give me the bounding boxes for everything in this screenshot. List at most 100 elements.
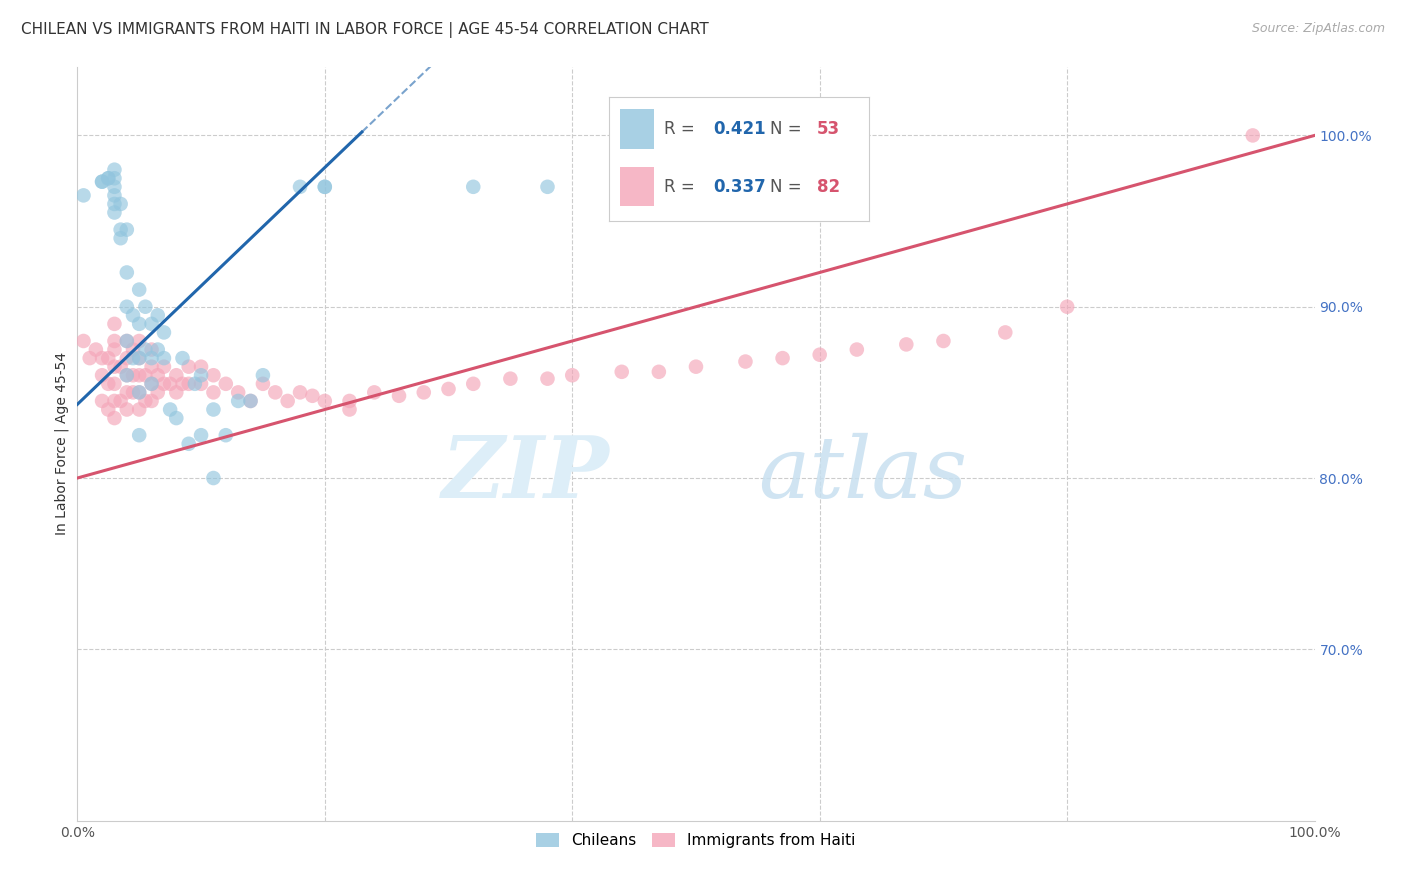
- Point: [84, 343, 107, 357]
- Point: [239, 393, 262, 408]
- Point: [115, 265, 138, 279]
- Point: [264, 385, 287, 400]
- Point: [190, 359, 212, 374]
- Point: [103, 317, 125, 331]
- Point: [339, 393, 361, 408]
- Point: [141, 393, 163, 408]
- Point: [141, 359, 163, 374]
- Point: [226, 385, 249, 400]
- Point: [165, 385, 187, 400]
- Point: [115, 351, 138, 365]
- Point: [141, 351, 163, 365]
- Point: [103, 411, 125, 425]
- Point: [97, 171, 120, 186]
- Point: [288, 385, 311, 400]
- Point: [122, 385, 145, 400]
- Point: [103, 376, 125, 391]
- Point: [146, 308, 169, 322]
- Point: [288, 179, 311, 194]
- Point: [339, 402, 361, 417]
- Text: Source: ZipAtlas.com: Source: ZipAtlas.com: [1251, 22, 1385, 36]
- Point: [110, 393, 132, 408]
- Point: [896, 337, 918, 351]
- Point: [103, 197, 125, 211]
- Point: [122, 351, 145, 365]
- Point: [648, 365, 671, 379]
- Point: [110, 231, 132, 245]
- Point: [128, 351, 150, 365]
- Point: [153, 326, 176, 340]
- Text: atlas: atlas: [758, 433, 967, 516]
- Point: [103, 171, 125, 186]
- Point: [159, 376, 181, 391]
- Point: [115, 222, 138, 236]
- Point: [153, 376, 176, 391]
- Point: [97, 171, 120, 186]
- Point: [91, 393, 114, 408]
- Point: [72, 188, 94, 202]
- Point: [685, 359, 707, 374]
- Point: [141, 376, 163, 391]
- Point: [103, 343, 125, 357]
- Point: [115, 334, 138, 348]
- Point: [239, 393, 262, 408]
- Point: [314, 393, 336, 408]
- Point: [172, 376, 194, 391]
- Point: [115, 368, 138, 383]
- Point: [141, 317, 163, 331]
- Point: [103, 179, 125, 194]
- Point: [110, 222, 132, 236]
- Point: [97, 351, 120, 365]
- Point: [97, 376, 120, 391]
- Point: [1056, 300, 1078, 314]
- Point: [91, 175, 114, 189]
- Point: [128, 317, 150, 331]
- Point: [153, 359, 176, 374]
- Point: [128, 402, 150, 417]
- Point: [91, 351, 114, 365]
- Point: [110, 197, 132, 211]
- Point: [437, 382, 460, 396]
- Point: [932, 334, 955, 348]
- Point: [153, 351, 176, 365]
- Point: [115, 334, 138, 348]
- Point: [172, 351, 194, 365]
- Legend: Chileans, Immigrants from Haiti: Chileans, Immigrants from Haiti: [530, 827, 862, 855]
- Point: [190, 376, 212, 391]
- Point: [141, 376, 163, 391]
- Point: [314, 179, 336, 194]
- Point: [110, 359, 132, 374]
- Text: ZIP: ZIP: [441, 432, 609, 516]
- Point: [202, 385, 225, 400]
- Point: [412, 385, 434, 400]
- Point: [128, 368, 150, 383]
- Point: [184, 376, 207, 391]
- Point: [808, 348, 831, 362]
- Point: [122, 308, 145, 322]
- Point: [561, 368, 583, 383]
- Point: [536, 179, 558, 194]
- Point: [103, 205, 125, 219]
- Point: [994, 326, 1017, 340]
- Point: [277, 393, 299, 408]
- Point: [146, 343, 169, 357]
- Point: [146, 385, 169, 400]
- Point: [72, 334, 94, 348]
- Point: [202, 402, 225, 417]
- Point: [146, 368, 169, 383]
- Point: [252, 376, 274, 391]
- Point: [122, 343, 145, 357]
- Point: [134, 300, 156, 314]
- Point: [215, 376, 238, 391]
- Point: [134, 368, 156, 383]
- Point: [115, 368, 138, 383]
- Point: [141, 343, 163, 357]
- Point: [159, 402, 181, 417]
- Point: [115, 402, 138, 417]
- Point: [772, 351, 794, 365]
- Point: [115, 385, 138, 400]
- Point: [122, 368, 145, 383]
- Point: [252, 368, 274, 383]
- Point: [463, 376, 485, 391]
- Point: [165, 411, 187, 425]
